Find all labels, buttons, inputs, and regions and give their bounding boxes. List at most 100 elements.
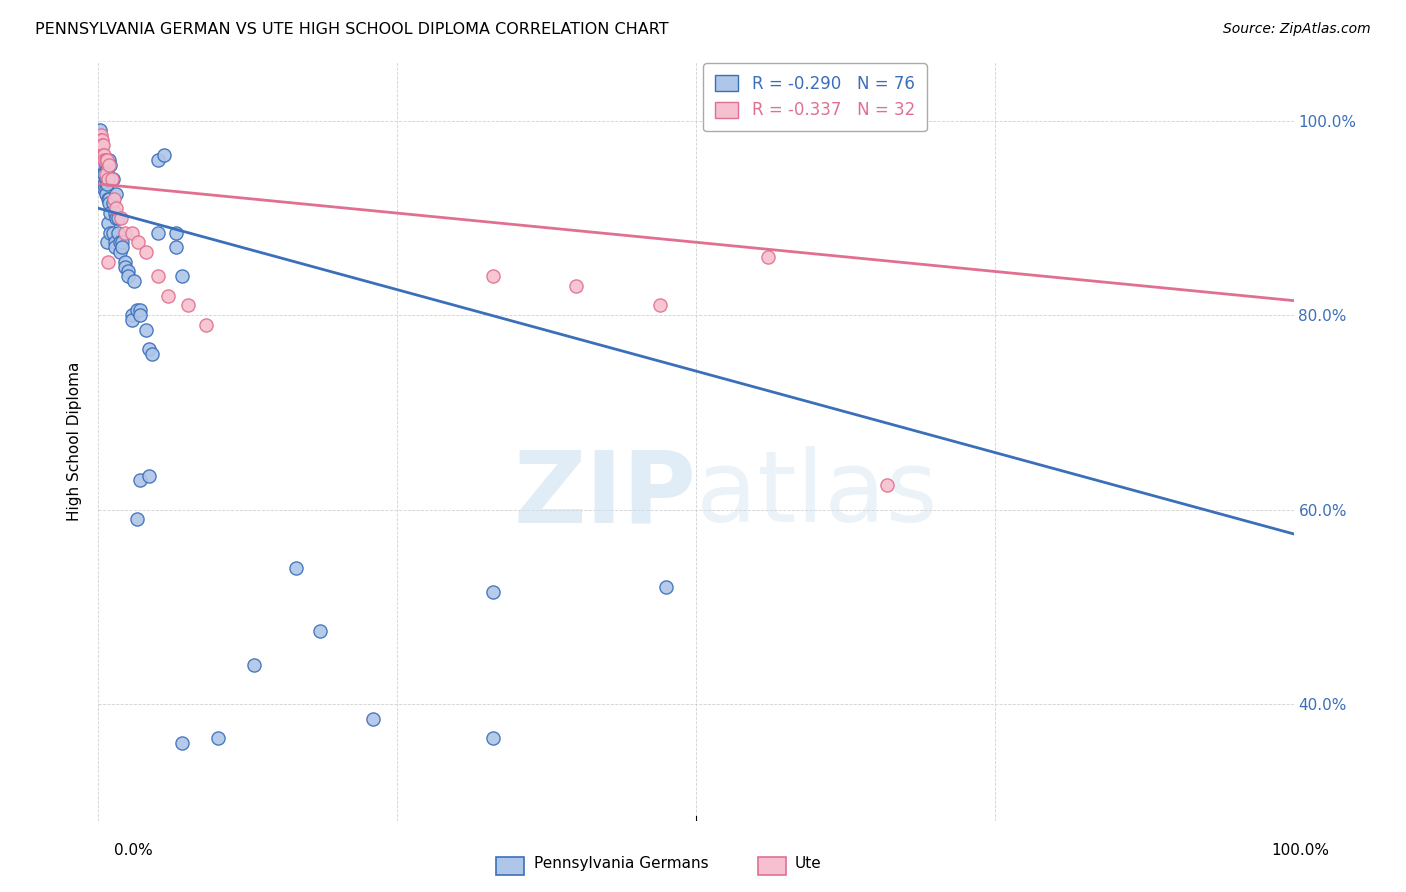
Point	[148, 153, 170, 167]
Point	[172, 269, 194, 284]
Point	[107, 226, 129, 240]
Text: Ute: Ute	[794, 856, 821, 871]
Point	[648, 298, 672, 312]
Point	[91, 133, 114, 147]
Legend: R = -0.290   N = 76, R = -0.337   N = 32: R = -0.290 N = 76, R = -0.337 N = 32	[703, 63, 927, 131]
Point	[93, 148, 115, 162]
Point	[135, 323, 157, 337]
Point	[148, 226, 170, 240]
Text: atlas: atlas	[696, 446, 938, 543]
Text: PENNSYLVANIA GERMAN VS UTE HIGH SCHOOL DIPLOMA CORRELATION CHART: PENNSYLVANIA GERMAN VS UTE HIGH SCHOOL D…	[35, 22, 669, 37]
Point	[105, 211, 128, 225]
Text: Pennsylvania Germans: Pennsylvania Germans	[534, 856, 709, 871]
Point	[89, 143, 111, 157]
Point	[94, 186, 117, 201]
Point	[96, 162, 118, 177]
Point	[655, 580, 678, 594]
Point	[105, 186, 128, 201]
Point	[148, 269, 170, 284]
Text: 0.0%: 0.0%	[114, 843, 153, 858]
Point	[93, 182, 115, 196]
Point	[125, 303, 148, 318]
Point	[96, 235, 118, 250]
Point	[876, 478, 898, 492]
Point	[93, 153, 115, 167]
Point	[90, 143, 112, 157]
Point	[91, 153, 114, 167]
Point	[114, 260, 136, 274]
Point	[114, 254, 136, 268]
Point	[98, 153, 121, 167]
Point	[93, 177, 115, 191]
Point	[101, 226, 124, 240]
Point	[104, 240, 127, 254]
FancyBboxPatch shape	[496, 857, 524, 875]
Point	[111, 240, 134, 254]
Point	[101, 172, 124, 186]
Point	[124, 274, 146, 288]
FancyBboxPatch shape	[758, 857, 786, 875]
Point	[104, 235, 127, 250]
Point	[363, 712, 385, 726]
Point	[89, 123, 111, 137]
Point	[94, 167, 117, 181]
Point	[138, 468, 160, 483]
Point	[91, 172, 114, 186]
Point	[129, 303, 152, 318]
Point	[97, 216, 120, 230]
Text: 100.0%: 100.0%	[1271, 843, 1330, 858]
Point	[129, 308, 152, 322]
Y-axis label: High School Diploma: High School Diploma	[67, 362, 83, 521]
Point	[125, 512, 148, 526]
Point	[90, 133, 112, 147]
Point	[96, 153, 118, 167]
Point	[156, 289, 179, 303]
Point	[108, 245, 131, 260]
Point	[94, 182, 117, 196]
Point	[138, 342, 160, 356]
Point	[98, 226, 122, 240]
Point	[172, 736, 194, 750]
Point	[91, 167, 114, 181]
Point	[243, 658, 266, 673]
Point	[91, 138, 114, 153]
Point	[127, 235, 149, 250]
Point	[91, 138, 114, 153]
Point	[129, 474, 152, 488]
Point	[117, 264, 139, 278]
Point	[97, 192, 120, 206]
Point	[153, 148, 176, 162]
Point	[114, 226, 136, 240]
Point	[756, 250, 779, 264]
Point	[101, 196, 124, 211]
Point	[108, 235, 131, 250]
Point	[121, 313, 143, 327]
Point	[103, 192, 125, 206]
Point	[117, 269, 139, 284]
Point	[97, 254, 120, 268]
Point	[94, 172, 117, 186]
Point	[98, 157, 122, 171]
Point	[481, 585, 505, 599]
Point	[207, 731, 229, 745]
Point	[98, 157, 121, 171]
Text: ZIP: ZIP	[513, 446, 696, 543]
Point	[121, 308, 143, 322]
Point	[93, 153, 115, 167]
Point	[91, 153, 114, 167]
Point	[91, 153, 114, 167]
Point	[100, 172, 122, 186]
Point	[105, 201, 128, 215]
Point	[91, 148, 114, 162]
Point	[97, 172, 120, 186]
Point	[165, 226, 187, 240]
Point	[91, 157, 114, 171]
Point	[565, 279, 588, 293]
Point	[94, 153, 117, 167]
Point	[98, 196, 121, 211]
Point	[177, 298, 200, 312]
Point	[90, 128, 112, 143]
Point	[96, 177, 118, 191]
Point	[121, 226, 143, 240]
Point	[481, 731, 505, 745]
